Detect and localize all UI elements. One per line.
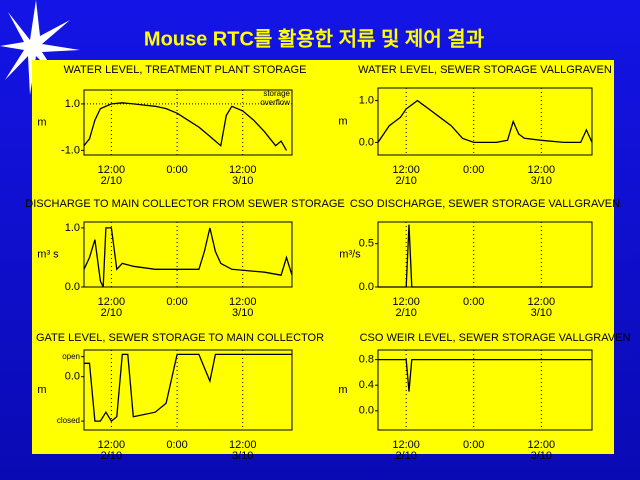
plot-frame <box>83 89 293 156</box>
x-tick-label: 0:00 <box>166 439 187 451</box>
chart-title: DISCHARGE TO MAIN COLLECTOR FROM SEWER S… <box>25 198 344 210</box>
x-tick-label: 12:00 <box>528 296 556 308</box>
x-tick-label: 12:00 <box>229 439 257 451</box>
x-tick-label: 12:00 <box>392 164 420 176</box>
x-date-label: 2/10 <box>101 175 122 187</box>
slide-title: Mouse RTC를 활용한 저류 및 제어 결과 <box>144 27 485 50</box>
data-line <box>84 353 292 423</box>
data-line <box>378 224 592 288</box>
y-tick-label: 0.0 <box>65 281 80 293</box>
chart-title: WATER LEVEL, SEWER STORAGE VALLGRAVEN <box>358 64 612 76</box>
data-line <box>378 358 592 392</box>
x-tick-label: 12:00 <box>98 296 126 308</box>
x-tick-label: 12:00 <box>98 439 126 451</box>
x-tick-label: 12:00 <box>229 296 257 308</box>
chart-title: WATER LEVEL, TREATMENT PLANT STORAGE <box>64 64 307 76</box>
y-axis-label: m <box>338 384 347 396</box>
x-tick-label: 0:00 <box>463 164 484 176</box>
plot-frame <box>377 87 593 156</box>
y-tick-label: 0.5 <box>359 238 374 250</box>
y-tick-label: 1.0 <box>65 222 80 234</box>
annotation: storage <box>263 89 290 98</box>
chart-title: CSO DISCHARGE, SEWER STORAGE VALLGRAVEN <box>350 198 620 210</box>
y-axis-label: m <box>37 384 46 396</box>
y-tick-label: 0.0 <box>359 281 374 293</box>
x-date-label: 3/10 <box>232 450 253 462</box>
y-tick-label: 0.0 <box>359 136 374 148</box>
x-tick-label: 0:00 <box>463 296 484 308</box>
x-date-label: 2/10 <box>395 307 416 319</box>
y-axis-label: m <box>37 116 46 128</box>
x-date-label: 3/10 <box>531 307 552 319</box>
x-tick-label: 12:00 <box>528 439 556 451</box>
data-line <box>377 99 593 144</box>
x-date-label: 3/10 <box>232 175 253 187</box>
x-date-label: 3/10 <box>232 307 253 319</box>
plot-frame <box>83 349 293 431</box>
x-tick-label: 12:00 <box>392 439 420 451</box>
x-date-label: 2/10 <box>395 175 416 187</box>
y-axis-label: m <box>338 115 347 127</box>
annotation: overflow <box>260 98 290 107</box>
y-tick-label: closed <box>57 416 80 425</box>
plot-frame <box>377 349 593 431</box>
data-line <box>83 227 293 288</box>
y-tick-label: open <box>62 352 80 361</box>
plot-frame <box>83 221 293 288</box>
chart-panel <box>32 60 614 454</box>
y-tick-label: 0.0 <box>359 405 374 417</box>
x-date-label: 3/10 <box>531 175 552 187</box>
y-tick-label: 1.0 <box>65 98 80 110</box>
chart-title: GATE LEVEL, SEWER STORAGE TO MAIN COLLEC… <box>36 332 324 344</box>
x-date-label: 2/10 <box>101 450 122 462</box>
y-tick-label: 0.8 <box>359 354 374 366</box>
x-tick-label: 12:00 <box>98 164 126 176</box>
x-tick-label: 12:00 <box>229 164 257 176</box>
y-axis-label: m³ s <box>37 248 59 260</box>
x-date-label: 2/10 <box>395 450 416 462</box>
x-tick-label: 12:00 <box>392 296 420 308</box>
x-tick-label: 0:00 <box>463 439 484 451</box>
y-tick-label: -1.0 <box>61 144 80 156</box>
x-tick-label: 12:00 <box>528 164 556 176</box>
x-date-label: 3/10 <box>531 450 552 462</box>
y-tick-label: 1.0 <box>359 94 374 106</box>
y-tick-label: 0.0 <box>65 371 80 383</box>
data-line <box>83 102 288 151</box>
x-tick-label: 0:00 <box>166 164 187 176</box>
chart-title: CSO WEIR LEVEL, SEWER STORAGE VALLGRAVEN <box>360 332 631 344</box>
y-tick-label: 0.4 <box>359 379 374 391</box>
y-axis-label: m³/s <box>339 248 361 260</box>
x-date-label: 2/10 <box>101 307 122 319</box>
starburst <box>0 0 80 95</box>
x-tick-label: 0:00 <box>166 296 187 308</box>
